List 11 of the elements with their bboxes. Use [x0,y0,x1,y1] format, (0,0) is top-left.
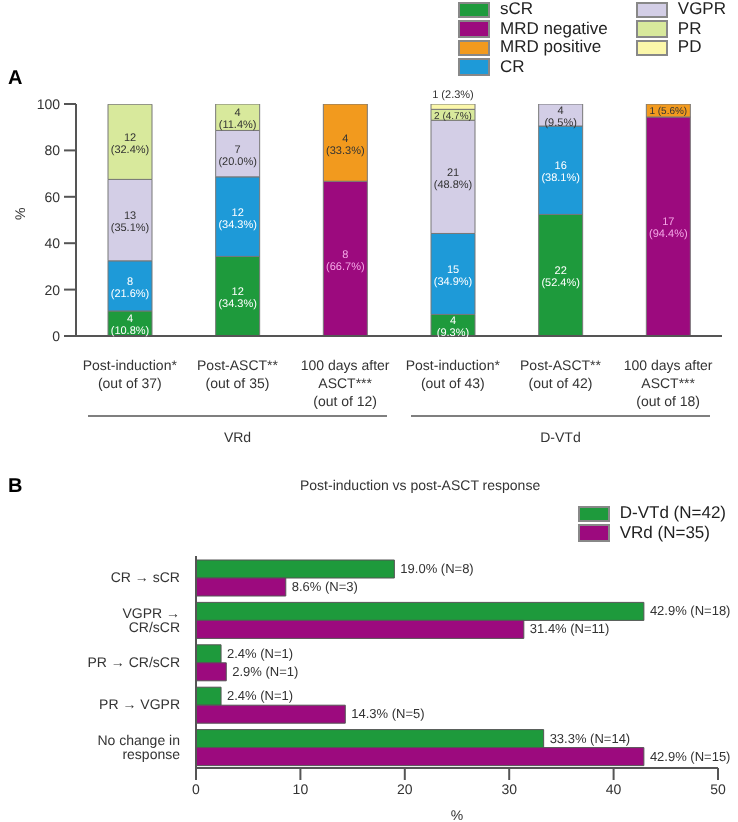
legend-label: VGPR [677,0,726,19]
text: B [8,476,23,498]
legend-label: VRd (N=35) [619,521,710,542]
legend-label: sCR [500,0,534,19]
text: A [8,68,23,90]
legend-label: PR [677,17,702,38]
legend-label: PD [677,36,702,57]
legend-label: D-VTd (N=42) [619,502,726,523]
legend-label: MRD positive [500,36,602,57]
legend-label: CR [500,55,525,76]
legend-label: MRD negative [500,17,608,38]
